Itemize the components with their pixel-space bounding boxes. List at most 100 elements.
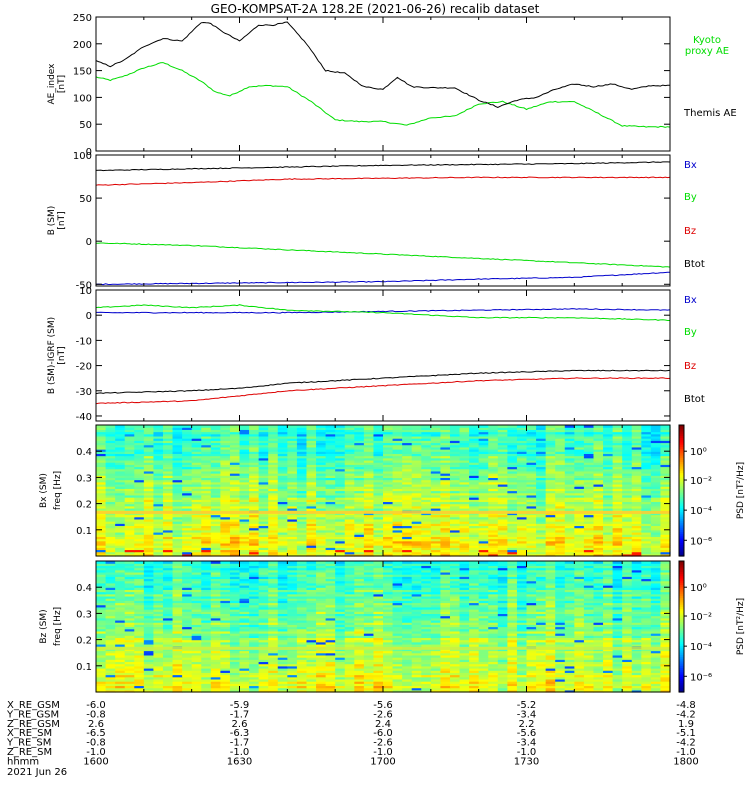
spectrogram-cell: [210, 683, 221, 687]
spectrogram-cell: [229, 429, 241, 433]
spectrogram-cell: [555, 689, 566, 693]
spectrogram-cell: [373, 523, 384, 527]
spectrogram-cell: [354, 494, 365, 498]
spectrogram-cell: [469, 683, 480, 687]
spectrogram-cell: [650, 455, 662, 459]
spectrogram-cell: [316, 492, 327, 496]
spectrogram-cell: [335, 455, 346, 459]
spectrogram-cell: [201, 670, 212, 673]
spectrogram-cell: [564, 536, 575, 540]
spectrogram-cell: [316, 531, 327, 535]
spectrogram-cell: [229, 672, 241, 676]
spectrogram-cell: [220, 429, 231, 433]
spectrogram-cell: [373, 534, 384, 537]
spectrogram-cell: [516, 435, 528, 439]
spectrogram-cell: [392, 551, 403, 555]
spectrogram-cell: [296, 547, 308, 551]
spectrogram-cell: [593, 466, 604, 470]
spectrogram-cell: [459, 427, 470, 430]
spectrogram-cell: [153, 464, 164, 468]
spectrogram-cell: [516, 429, 528, 433]
spectrogram-cell: [583, 451, 595, 454]
spectrogram-cell: [593, 652, 604, 656]
spectrogram-cell: [603, 468, 614, 472]
spectrogram-cell: [402, 542, 413, 546]
spectrogram-cell: [574, 521, 585, 524]
spectrogram-cell: [268, 676, 279, 680]
spectrogram-cell: [593, 518, 604, 522]
spectrogram-cell: [536, 425, 547, 428]
spectrogram-cell: [555, 521, 566, 524]
spectrogram-cell: [536, 440, 547, 444]
spectrogram-cell: [488, 654, 499, 658]
spectrogram-cell: [124, 451, 135, 454]
spectrogram-cell: [182, 516, 193, 520]
spectrogram-cell: [191, 547, 202, 551]
spectrogram-cell: [363, 473, 375, 476]
spectrogram-cell: [555, 494, 566, 498]
series-lines: [96, 161, 670, 286]
spectrogram-cell: [459, 490, 470, 494]
spectrogram-cell: [344, 459, 355, 463]
spectrogram-cell: [583, 473, 595, 476]
spectrogram-cell: [316, 523, 327, 527]
spectrogram-cell: [258, 470, 269, 474]
spectrogram-cell: [96, 527, 107, 531]
spectrogram-cell: [373, 551, 384, 555]
spectrogram-cell: [430, 531, 441, 535]
spectrogram-cell: [583, 661, 595, 665]
spectrogram-cell: [430, 540, 441, 544]
spectrogram-cell: [258, 670, 269, 673]
spectrogram-cell: [497, 455, 508, 459]
spectrogram-cell: [650, 549, 662, 553]
spectrogram-cell: [650, 551, 662, 555]
spectrogram-cell: [402, 650, 413, 654]
spectrogram-cell: [344, 470, 355, 474]
spectrogram-cell: [631, 470, 642, 474]
spectrogram-cell: [383, 449, 394, 452]
spectrogram-cell: [373, 427, 384, 430]
spectrogram-cell: [143, 492, 154, 496]
spectrogram-cell: [631, 670, 642, 673]
spectrogram-cell: [622, 670, 633, 673]
spectrogram-cell: [660, 477, 671, 481]
spectrogram-cell: [134, 455, 145, 459]
spectrogram-cell: [162, 492, 174, 496]
spectrogram-cell: [469, 455, 480, 459]
spectrogram-cell: [402, 475, 413, 478]
spectrogram-cell: [430, 435, 441, 439]
spectrogram-cell: [516, 527, 528, 531]
y-tick-label: 150: [73, 67, 92, 78]
spectrogram-cell: [210, 672, 221, 676]
spectrogram-cell: [507, 477, 518, 481]
spectrogram-cell: [296, 497, 308, 500]
spectrogram-cell: [650, 683, 662, 687]
spectrogram-cell: [229, 488, 241, 492]
spectrogram-cell: [536, 521, 547, 524]
spectrogram-cell: [488, 429, 499, 433]
spectrogram-cell: [201, 527, 212, 531]
spectrogram-cell: [182, 453, 193, 457]
spectrogram-cell: [536, 654, 547, 658]
spectrogram-cell: [421, 521, 432, 524]
spectrogram-cell: [373, 540, 384, 544]
spectrogram-cell: [536, 661, 547, 665]
spectrogram-cell: [105, 551, 116, 555]
spectrogram-cell: [631, 663, 642, 667]
spectrogram-cell: [229, 529, 241, 533]
spectrogram-cell: [344, 536, 355, 540]
spectrogram-cell: [182, 659, 193, 663]
spectrogram-cell: [402, 534, 413, 537]
spectrogram-cell: [641, 425, 652, 428]
spectrogram-cell: [622, 663, 633, 667]
spectrogram-cell: [344, 503, 355, 507]
spectrogram-cell: [210, 514, 221, 518]
spectrogram-cell: [583, 429, 595, 433]
spectrogram-cell: [545, 459, 556, 463]
spectrogram-cell: [402, 499, 413, 503]
spectrogram-cell: [660, 503, 671, 507]
spectrogram-cell: [536, 427, 547, 430]
spectrogram-cell: [296, 518, 308, 522]
spectrogram-cell: [373, 685, 384, 689]
spectrogram-cell: [134, 514, 145, 518]
